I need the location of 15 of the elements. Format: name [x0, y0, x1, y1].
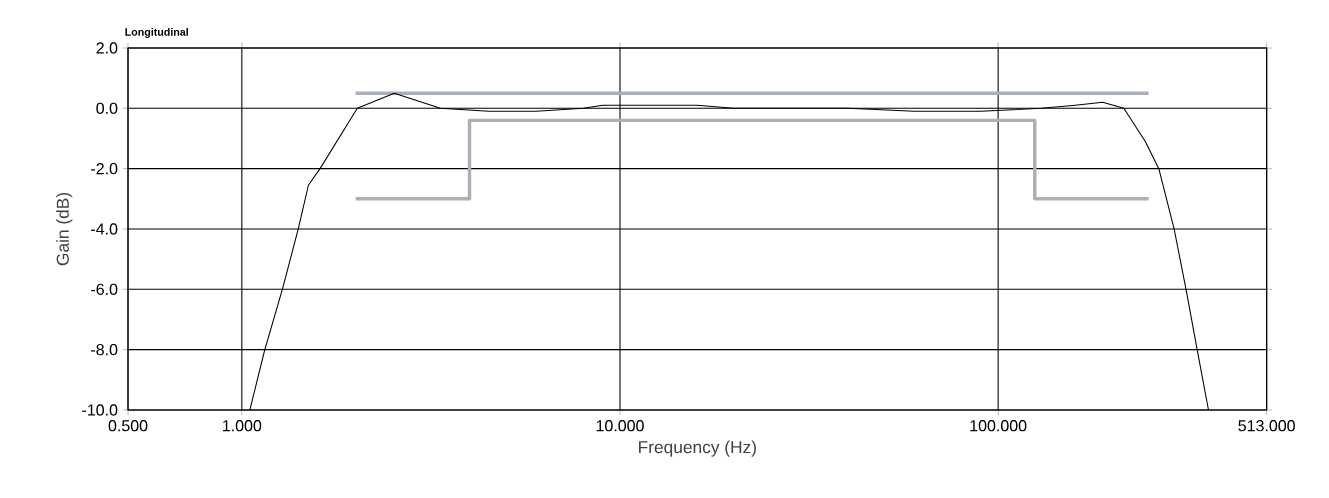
- x-tick-label: 10.000: [596, 420, 644, 432]
- chart-title: Longitudinal: [125, 27, 188, 38]
- y-tick-label: 2.0: [96, 42, 118, 54]
- x-tick-label: 0.500: [108, 420, 148, 432]
- y-tick-label: -8.0: [91, 343, 118, 356]
- y-tick-label: 0.0: [96, 102, 118, 114]
- x-tick-label: 513.000: [1238, 420, 1295, 432]
- x-tick-label: 100.000: [970, 420, 1027, 432]
- x-tick-label: 1.000: [223, 420, 262, 432]
- x-axis-title: Frequency (Hz): [639, 440, 756, 457]
- y-tick-label: -4.0: [91, 223, 118, 235]
- y-tick-label: -2.0: [91, 163, 118, 175]
- y-tick-label: -10.0: [82, 404, 118, 416]
- y-axis-title: Gain (dB): [56, 192, 73, 266]
- y-tick-label: -6.0: [91, 283, 118, 295]
